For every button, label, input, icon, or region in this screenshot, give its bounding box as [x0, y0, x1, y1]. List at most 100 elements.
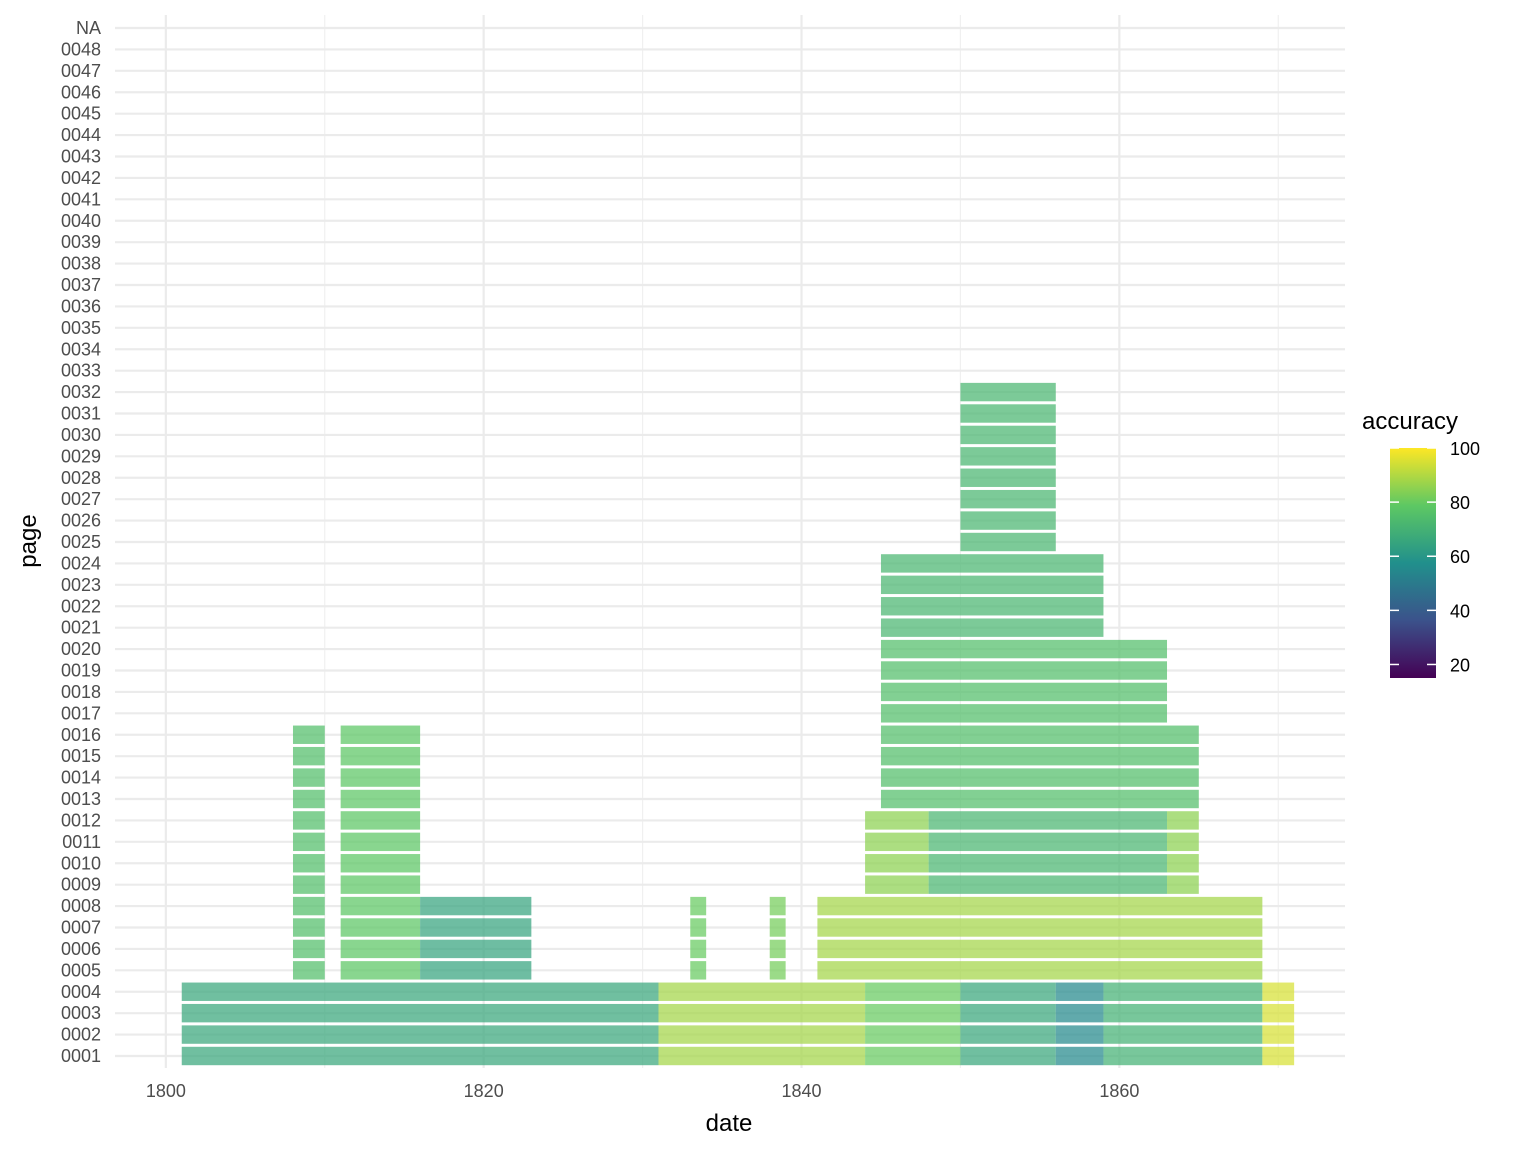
- data-point: [880, 682, 1168, 702]
- data-point: [960, 425, 1056, 445]
- y-tick-label: 0042: [61, 168, 101, 188]
- data-point: [817, 896, 1263, 916]
- data-point: [928, 854, 1168, 873]
- legend-colorbar: [1390, 448, 1436, 678]
- data-point: [880, 661, 1168, 680]
- y-tick-label: 0011: [62, 832, 101, 852]
- y-tick-label: 0027: [61, 489, 101, 509]
- data-point: [817, 939, 1263, 959]
- data-point: [865, 811, 929, 830]
- data-point: [690, 896, 707, 916]
- y-tick-label: 0035: [61, 318, 101, 338]
- y-tick-label: 0045: [61, 104, 101, 124]
- y-tick-labels: 0001000200030004000500060007000800090010…: [61, 18, 101, 1066]
- data-point: [960, 1025, 1056, 1044]
- data-point: [340, 811, 421, 830]
- data-point: [865, 832, 929, 852]
- data-point: [340, 725, 421, 744]
- data-point: [1262, 982, 1295, 1001]
- data-point: [880, 639, 1168, 659]
- data-point: [960, 468, 1056, 487]
- y-tick-label: 0044: [61, 125, 101, 145]
- data-point: [340, 939, 421, 959]
- data-point: [420, 896, 532, 916]
- data-point: [420, 939, 532, 959]
- data-point: [1103, 1025, 1263, 1044]
- data-point: [292, 789, 325, 809]
- data-point: [1262, 1025, 1295, 1044]
- data-point: [769, 939, 786, 959]
- y-tick-label: 0010: [61, 853, 101, 873]
- data-point: [960, 404, 1056, 423]
- data-point: [292, 725, 325, 744]
- x-tick-label: 1840: [781, 1081, 821, 1101]
- x-tick-label: 1820: [464, 1081, 504, 1101]
- data-point: [880, 704, 1168, 723]
- y-tick-label: 0048: [61, 39, 101, 59]
- data-point: [292, 918, 325, 937]
- y-tick-label: 0047: [61, 61, 101, 81]
- data-point: [865, 854, 929, 873]
- data-point: [928, 875, 1168, 894]
- data-point: [960, 1003, 1056, 1023]
- y-tick-label: 0032: [61, 382, 101, 402]
- data-point: [292, 961, 325, 980]
- y-tick-label: 0038: [61, 254, 101, 274]
- y-axis-title: page: [15, 514, 42, 567]
- data-point: [1167, 811, 1199, 830]
- data-point: [880, 575, 1104, 595]
- data-point: [340, 961, 421, 980]
- y-tick-label: 0034: [61, 339, 101, 359]
- data-point: [865, 982, 961, 1001]
- y-tick-label: 0004: [61, 982, 101, 1002]
- data-point: [1055, 1025, 1104, 1044]
- data-point: [658, 1025, 866, 1044]
- data-point: [658, 1046, 866, 1066]
- data-point: [880, 789, 1199, 809]
- data-point: [880, 554, 1104, 573]
- data-point: [1055, 1003, 1104, 1023]
- x-axis-title: date: [706, 1110, 753, 1137]
- data-point: [1167, 832, 1199, 852]
- data-point: [1103, 982, 1263, 1001]
- x-tick-labels: 1800 1820 1840 1860: [146, 1081, 1140, 1101]
- data-point: [769, 918, 786, 937]
- data-point: [181, 982, 659, 1001]
- y-tick-label: 0021: [61, 618, 101, 638]
- data-point: [340, 918, 421, 937]
- data-point: [658, 1003, 866, 1023]
- legend: accuracy 20 40 60 80 100: [1362, 408, 1480, 678]
- data-point: [340, 768, 421, 787]
- y-tick-label: 0018: [61, 682, 101, 702]
- data-point: [420, 961, 532, 980]
- data-point: [880, 597, 1104, 616]
- data-point: [292, 875, 325, 894]
- data-point: [960, 382, 1056, 402]
- data-point: [769, 896, 786, 916]
- y-tick-label: 0007: [61, 918, 101, 938]
- data-point: [1103, 1003, 1263, 1023]
- data-point: [865, 1003, 961, 1023]
- data-point: [880, 768, 1199, 787]
- y-tick-label: 0006: [61, 939, 101, 959]
- data-point: [340, 832, 421, 852]
- data-point: [1262, 1046, 1295, 1066]
- data-point: [928, 832, 1168, 852]
- data-point: [292, 896, 325, 916]
- y-tick-label: 0025: [61, 532, 101, 552]
- x-tick-label: 1800: [146, 1081, 186, 1101]
- data-point: [340, 746, 421, 766]
- y-tick-label: 0026: [61, 511, 101, 531]
- data-point: [1103, 1046, 1263, 1066]
- y-tick-label: 0040: [61, 211, 101, 231]
- data-point: [960, 489, 1056, 509]
- y-tick-label: 0019: [61, 661, 101, 681]
- data-point: [865, 875, 929, 894]
- data-point: [865, 1046, 961, 1066]
- data-point: [1055, 1046, 1104, 1066]
- data-point: [181, 1025, 659, 1044]
- y-tick-label: 0031: [61, 404, 101, 424]
- data-point: [880, 746, 1199, 766]
